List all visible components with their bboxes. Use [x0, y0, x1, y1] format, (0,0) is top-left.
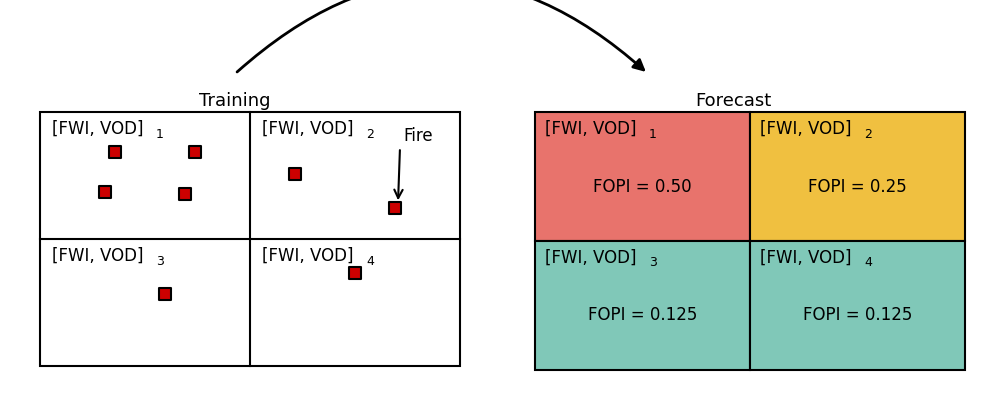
Text: 2: 2	[864, 128, 872, 141]
Text: FOPI = 0.125: FOPI = 0.125	[803, 306, 912, 324]
Point	[157, 291, 173, 298]
Text: 4: 4	[864, 256, 872, 269]
Point	[347, 270, 363, 276]
Bar	[535, 112, 750, 241]
Text: [FWI, VOD]: [FWI, VOD]	[760, 248, 852, 266]
Text: 3: 3	[649, 256, 657, 269]
Point	[177, 191, 193, 197]
Text: [FWI, VOD]: [FWI, VOD]	[545, 248, 637, 266]
Text: [FWI, VOD]: [FWI, VOD]	[545, 119, 637, 138]
Text: [FWI, VOD]: [FWI, VOD]	[262, 119, 354, 138]
Text: [FWI, VOD]: [FWI, VOD]	[760, 119, 852, 138]
Text: Training: Training	[199, 92, 271, 110]
Text: 1: 1	[649, 128, 657, 141]
Text: [FWI, VOD]: [FWI, VOD]	[52, 247, 144, 264]
Point	[187, 149, 203, 156]
Text: Fire: Fire	[403, 127, 433, 145]
Text: 1: 1	[156, 128, 164, 141]
Bar	[40, 112, 460, 366]
Bar	[750, 241, 965, 369]
Bar	[535, 241, 750, 369]
Point	[107, 149, 123, 156]
Text: 3: 3	[156, 255, 164, 268]
Text: [FWI, VOD]: [FWI, VOD]	[262, 247, 354, 264]
Text: 2: 2	[366, 128, 374, 141]
Text: FOPI = 0.50: FOPI = 0.50	[593, 178, 692, 196]
Point	[387, 204, 403, 211]
Text: FOPI = 0.25: FOPI = 0.25	[808, 178, 907, 196]
Point	[287, 171, 303, 177]
Text: [FWI, VOD]: [FWI, VOD]	[52, 119, 144, 138]
Bar	[750, 112, 965, 241]
Point	[97, 189, 113, 196]
Text: 4: 4	[366, 255, 374, 268]
Text: Forecast: Forecast	[695, 92, 771, 110]
Text: FOPI = 0.125: FOPI = 0.125	[588, 306, 697, 324]
